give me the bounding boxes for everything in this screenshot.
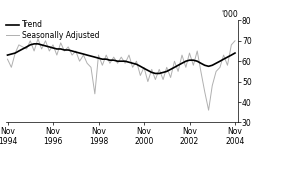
Trend — [131, 62, 134, 64]
Seasonally Adjusted — [131, 66, 134, 68]
Legend: Trend, Seasonally Adjusted: Trend, Seasonally Adjusted — [6, 20, 100, 40]
Seasonally Adjusted — [36, 38, 40, 40]
Trend — [154, 72, 157, 74]
Text: '000: '000 — [221, 10, 238, 19]
Line: Seasonally Adjusted: Seasonally Adjusted — [7, 39, 235, 110]
Seasonally Adjusted — [55, 54, 59, 56]
Seasonally Adjusted — [211, 85, 214, 87]
Seasonally Adjusted — [6, 58, 9, 60]
Seasonally Adjusted — [233, 40, 237, 42]
Trend — [211, 64, 214, 66]
Trend — [55, 48, 59, 50]
Seasonally Adjusted — [207, 109, 210, 111]
Trend — [233, 52, 237, 54]
Trend — [63, 49, 66, 51]
Line: Trend: Trend — [7, 44, 235, 73]
Trend — [146, 69, 149, 71]
Seasonally Adjusted — [63, 50, 66, 52]
Seasonally Adjusted — [146, 81, 149, 83]
Seasonally Adjusted — [89, 66, 93, 68]
Trend — [6, 54, 9, 56]
Trend — [89, 55, 93, 57]
Trend — [32, 43, 36, 45]
